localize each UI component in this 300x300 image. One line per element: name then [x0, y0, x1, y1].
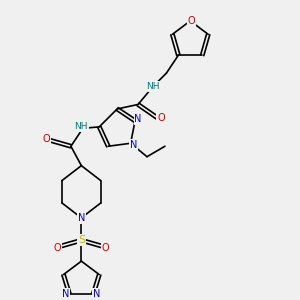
Text: O: O: [54, 243, 61, 253]
Text: N: N: [62, 289, 70, 299]
Text: O: O: [157, 113, 165, 123]
Text: O: O: [101, 243, 109, 253]
Text: O: O: [188, 16, 196, 26]
Text: NH: NH: [146, 82, 160, 91]
Text: N: N: [134, 114, 142, 124]
Text: O: O: [43, 134, 50, 144]
Text: N: N: [130, 140, 137, 150]
Text: NH: NH: [75, 122, 88, 131]
Text: S: S: [78, 235, 85, 245]
Text: N: N: [78, 213, 85, 223]
Text: N: N: [93, 289, 100, 299]
